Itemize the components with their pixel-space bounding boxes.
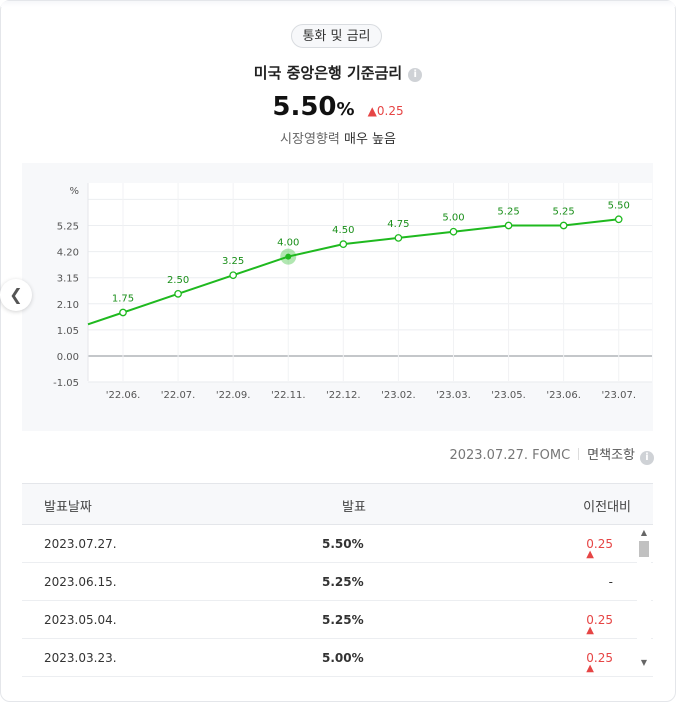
arrow-up-icon: ▲: [586, 663, 594, 674]
data-point: [559, 221, 568, 230]
data-label: 2.50: [167, 275, 189, 286]
scroll-up-icon[interactable]: ▲: [640, 528, 648, 537]
rate-change: ▲0.25: [368, 104, 404, 118]
data-point: [394, 234, 403, 242]
row-change-value: 0.25: [586, 613, 613, 627]
data-point: [119, 308, 127, 317]
title-text: 미국 중앙은행 기준금리: [253, 64, 403, 82]
data-point: [285, 253, 292, 260]
table-scrollbar[interactable]: ▲ ▼: [637, 527, 651, 669]
data-point: [504, 221, 513, 230]
influence-prefix: 시장영향력: [280, 132, 340, 147]
x-tick-label: '23.05.: [491, 390, 526, 401]
row-date: 2023.03.23.: [44, 651, 117, 665]
row-change-value: -: [608, 575, 613, 589]
table-row: 2023.03.23. 5.00% ▲ 0.25: [22, 639, 653, 677]
info-icon[interactable]: i: [408, 68, 423, 82]
y-tick-label: 4.20: [57, 248, 79, 259]
history-table: 발표날짜 발표 이전대비 2023.07.27. 5.50% ▲ 0.25 2023.0…: [22, 483, 653, 679]
data-label: 4.75: [387, 219, 409, 230]
x-tick-label: '23.02.: [381, 390, 416, 401]
rate-value: 5.50: [272, 92, 337, 122]
data-point: [614, 215, 623, 224]
table-row: 2023.07.27. 5.50% ▲ 0.25: [22, 525, 653, 563]
row-value: 5.50%: [322, 537, 364, 551]
category-pill[interactable]: 통화 및 금리: [291, 24, 382, 48]
y-axis-label: %: [69, 186, 79, 197]
y-tick-label: 1.05: [57, 326, 79, 337]
row-value: 5.00%: [322, 651, 364, 665]
row-change: ▲ 0.25: [586, 651, 613, 674]
x-tick-label: '22.07.: [161, 390, 196, 401]
y-tick-label: 5.25: [57, 222, 79, 233]
scroll-thumb[interactable]: [639, 541, 649, 557]
arrow-up-icon: ▲: [586, 549, 594, 560]
row-change: -: [609, 575, 613, 589]
chevron-left-icon: ❮: [9, 285, 23, 304]
scroll-down-icon[interactable]: ▼: [640, 658, 648, 667]
data-point: [449, 227, 458, 236]
divider: [578, 448, 580, 460]
arrow-up-icon: ▲: [367, 104, 377, 118]
row-change: ▲ 0.25: [586, 613, 613, 636]
header-change: 이전대비: [583, 500, 631, 515]
data-point: [174, 290, 182, 298]
y-tick-label: 3.15: [57, 274, 79, 285]
data-label: 1.75: [112, 294, 134, 305]
arrow-up-icon: ▲: [586, 625, 594, 636]
data-label: 5.25: [497, 207, 519, 218]
disclaimer-link[interactable]: 면책조항: [587, 448, 635, 463]
card-top-gradient: [1, 1, 675, 7]
info-icon[interactable]: i: [640, 451, 654, 465]
row-date: 2023.05.04.: [44, 613, 117, 627]
table-row: 2023.05.04. 5.25% ▲ 0.25: [22, 601, 653, 639]
row-value: 5.25%: [322, 575, 364, 589]
y-tick-label: 0.00: [57, 352, 79, 363]
rate-line-chart: 5.25 4.20 3.15 2.10 1.05 0.00 -1.05% '22.06. '22…: [53, 183, 652, 401]
y-tick-label: 2.10: [57, 300, 79, 311]
row-change: ▲ 0.25: [586, 537, 613, 560]
x-tick-label: '22.09.: [216, 390, 251, 401]
chart-plot-background: [88, 183, 652, 381]
x-tick-label: '23.03.: [436, 390, 471, 401]
table-header: 발표날짜 발표 이전대비: [22, 483, 653, 525]
x-tick-label: '22.12.: [326, 390, 361, 401]
x-tick-label: '22.11.: [271, 390, 306, 401]
announcement-date: 2023.07.27. FOMC: [449, 448, 571, 463]
row-change-value: 0.25: [586, 651, 613, 665]
row-date: 2023.07.27.: [44, 537, 117, 551]
data-point: [339, 240, 348, 248]
row-change-value: 0.25: [586, 537, 613, 551]
data-label: 3.25: [222, 256, 244, 267]
x-tick-label: '23.06.: [546, 390, 581, 401]
rate-unit: %: [336, 99, 355, 120]
market-influence: 시장영향력 매우 높음: [0, 128, 676, 147]
header-value: 발표: [342, 500, 366, 515]
rate-summary: 5.50% ▲0.25: [0, 92, 676, 122]
x-tick-label: '22.06.: [106, 390, 141, 401]
header-date: 발표날짜: [44, 500, 92, 515]
table-row: 2023.06.15. 5.25% -: [22, 563, 653, 601]
x-tick-label: '23.07.: [601, 390, 636, 401]
y-tick-label: -1.05: [53, 378, 79, 389]
data-label: 4.00: [277, 238, 299, 249]
data-point: [229, 271, 238, 280]
prev-chart-button[interactable]: ❮: [0, 279, 32, 311]
page-title: 미국 중앙은행 기준금리 i: [0, 62, 676, 83]
rate-change-value: 0.25: [376, 104, 404, 118]
data-label: 4.50: [332, 225, 354, 236]
data-label: 5.25: [553, 207, 575, 218]
influence-level: 매우 높음: [343, 132, 396, 147]
row-value: 5.25%: [322, 613, 364, 627]
row-date: 2023.06.15.: [44, 575, 117, 589]
data-label: 5.00: [442, 213, 464, 224]
data-label: 5.50: [608, 200, 630, 211]
announcement-meta: 2023.07.27. FOMC 면책조항 i: [449, 444, 654, 465]
